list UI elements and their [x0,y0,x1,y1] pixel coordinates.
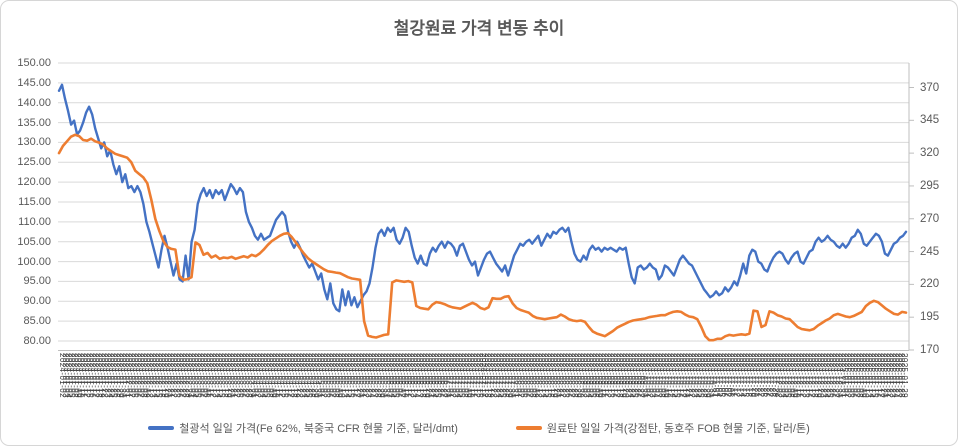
y-left-tick-label: 150.00 [17,57,51,69]
y-right-tick-label: 195 [920,311,940,324]
y-right-tick-label: 220 [920,278,940,291]
y-right-tick-label: 320 [920,147,940,160]
y-left-tick-label: 95.00 [23,275,51,288]
y-right-tick-label: 295 [920,179,940,192]
legend-item-iron-ore: 철광석 일일 가격(Fe 62%, 북중국 CFR 현물 기준, 달러/dmt) [148,420,458,436]
y-left-tick-label: 80.00 [23,335,51,347]
y-left-tick-label: 115.00 [18,196,51,208]
iron-ore-legend-swatch [148,426,175,430]
y-left-tick-label: 100.00 [17,255,51,268]
y-left-tick-label: 110.00 [18,215,51,228]
y-right-tick-label: 345 [920,114,940,127]
y-left-tick-label: 130.00 [17,136,51,149]
y-left-tick-label: 85.00 [23,315,51,328]
legend: 철광석 일일 가격(Fe 62%, 북중국 CFR 현물 기준, 달러/dmt)… [1,420,957,436]
y-left-tick-label: 125.00 [17,156,51,169]
y-left-tick-label: 145.00 [17,76,51,89]
y-left-tick-label: 135.00 [17,116,51,129]
chart-title: 철강원료 가격 변동 추이 [393,19,565,38]
y-left-tick-label: 90.00 [23,295,51,308]
coking-coal-series-line [57,133,908,342]
coking-coal-legend-swatch [515,426,542,430]
coking-coal-legend-label: 원료탄 일일 가격(강점탄, 동호주 FOB 현물 기준, 달러/톤) [546,423,810,435]
y-right-tick-label: 270 [920,212,940,225]
legend-item-coking-coal: 원료탄 일일 가격(강점탄, 동호주 FOB 현물 기준, 달러/톤) [515,420,810,436]
y-right-tick-label: 245 [920,245,940,258]
y-right-tick-label: 370 [920,81,940,94]
iron-ore-legend-label: 철광석 일일 가격(Fe 62%, 북중국 CFR 현물 기준, 달러/dmt) [179,423,458,435]
iron-ore-series-line [57,83,908,313]
x-date-label: 2025-01-29 [900,353,909,398]
y-left-tick-label: 140.00 [17,96,51,109]
y-left-tick-label: 120.00 [17,176,51,189]
y-right-tick-label: 170 [920,344,940,356]
y-left-tick-label: 105.00 [17,235,51,248]
